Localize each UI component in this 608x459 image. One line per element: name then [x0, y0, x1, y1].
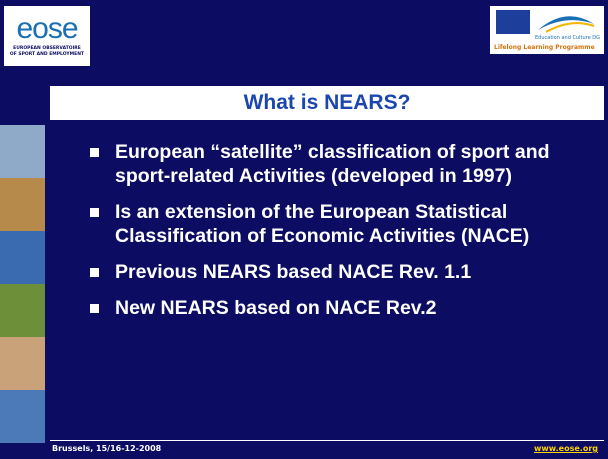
logo-text: eose: [4, 12, 90, 46]
bullet-list: European “satellite” classification of s…: [90, 140, 590, 332]
eu-dg: Education and Culture DG: [535, 35, 600, 41]
eu-flag: [496, 10, 530, 34]
bullet: New NEARS based on NACE Rev.2: [90, 296, 590, 320]
footer-place-date: Brussels, 15/16-12-2008: [52, 444, 161, 453]
photo-strip: [0, 125, 45, 443]
bullet: Previous NEARS based NACE Rev. 1.1: [90, 260, 590, 284]
logo-caption: OF SPORT AND EMPLOYMENT: [4, 52, 90, 58]
eu-programme: Lifelong Learning Programme: [494, 44, 595, 51]
logo: eose EUROPEAN OBSERVATOIRE OF SPORT AND …: [4, 6, 90, 66]
bullet: Is an extension of the European Statisti…: [90, 200, 590, 248]
bullet: European “satellite” classification of s…: [90, 140, 590, 188]
slide-title: What is NEARS?: [50, 86, 604, 120]
eu-logo: Education and Culture DG Lifelong Learni…: [490, 6, 604, 54]
eu-swoosh: [536, 12, 596, 34]
footer-url[interactable]: www.eose.org: [534, 444, 598, 453]
slide: eose EUROPEAN OBSERVATOIRE OF SPORT AND …: [0, 0, 608, 459]
footer-rule: [50, 440, 604, 441]
